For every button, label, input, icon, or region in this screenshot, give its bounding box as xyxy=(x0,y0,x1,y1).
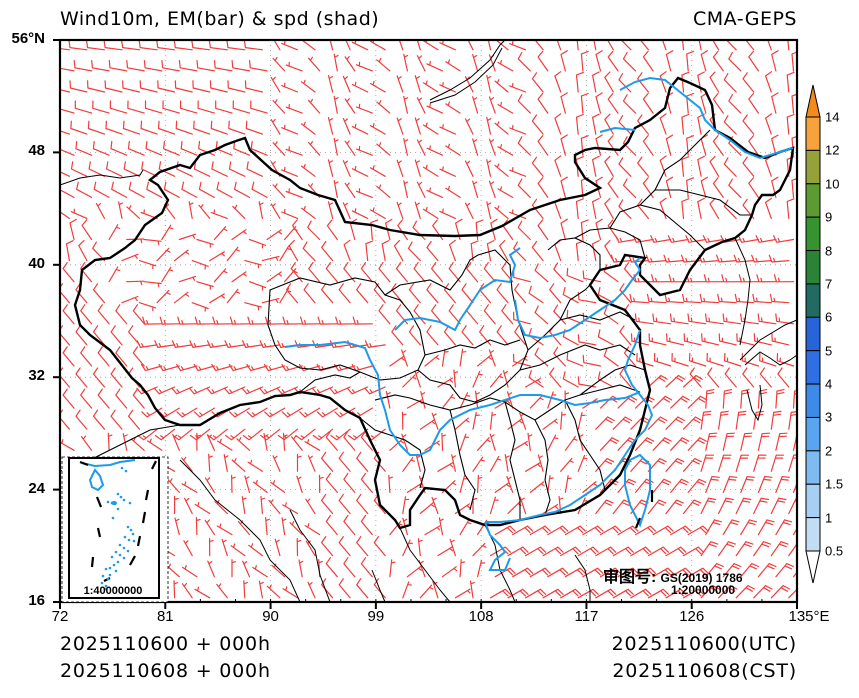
colorbar-label: 7 xyxy=(825,276,833,292)
colorbar-label: 1.5 xyxy=(825,476,844,492)
approval-number: GS(2019) 1786 xyxy=(660,571,743,585)
map-boundaries xyxy=(60,40,797,602)
maritime-boundary xyxy=(634,490,654,529)
x-tick-label: 117 xyxy=(574,608,599,625)
x-tick-label: 126 xyxy=(679,608,705,625)
plot-frame xyxy=(58,38,799,604)
rivers xyxy=(284,76,794,571)
inset-scale: 1:40000000 xyxy=(84,585,143,597)
neighbor-borders xyxy=(60,40,797,602)
valid-time-cst: 2025110608(CST) xyxy=(612,660,797,682)
colorbar-label: 1 xyxy=(825,510,833,526)
colorbar-label: 12 xyxy=(825,142,840,158)
approval-label: 审图号: xyxy=(603,569,657,586)
colorbar-label: 2 xyxy=(825,443,833,459)
colorbar-label: 3 xyxy=(825,409,833,425)
y-tick-label: 56°N xyxy=(11,30,45,47)
x-tick-label: 72 xyxy=(51,608,69,625)
model-label: CMA-GEPS xyxy=(692,8,797,30)
y-tick-label: 48 xyxy=(28,142,45,160)
valid-time-utc: 2025110600(UTC) xyxy=(611,633,797,655)
x-tick-label: 99 xyxy=(367,608,385,625)
wind-barbs xyxy=(60,40,797,599)
x-tick-label: 81 xyxy=(156,608,174,625)
colorbar-label: 8 xyxy=(825,243,833,259)
y-tick-label: 16 xyxy=(28,592,45,609)
grid-lines xyxy=(60,40,797,602)
colorbar xyxy=(805,84,821,584)
colorbar-label: 6 xyxy=(825,309,833,325)
y-tick-label: 24 xyxy=(28,479,45,497)
y-tick-label: 40 xyxy=(28,254,45,272)
province-borders xyxy=(69,129,752,520)
china-border xyxy=(73,76,795,530)
colorbar-label: 9 xyxy=(825,209,833,225)
colorbar-label: 10 xyxy=(825,176,840,192)
colorbar-label: 5 xyxy=(825,343,833,359)
colorbar-label: 14 xyxy=(825,109,840,125)
init-time: 2025110600 + 000h xyxy=(60,633,271,655)
colorbar-label: 4 xyxy=(825,376,833,392)
axis-ticks xyxy=(53,39,798,609)
colorbar-label: 0.5 xyxy=(825,543,844,559)
south-china-sea-inset: 1:40000000 xyxy=(61,456,169,603)
chart-title: Wind10m, EM(bar) & spd (shad) xyxy=(60,8,380,30)
x-tick-label: 135°E xyxy=(788,608,830,625)
main-scale: 1:20000000 xyxy=(671,583,736,597)
x-tick-label: 90 xyxy=(262,608,279,625)
y-tick-label: 32 xyxy=(28,367,45,385)
local-time: 2025110608 + 000h xyxy=(60,660,271,682)
x-tick-label: 108 xyxy=(468,608,494,625)
